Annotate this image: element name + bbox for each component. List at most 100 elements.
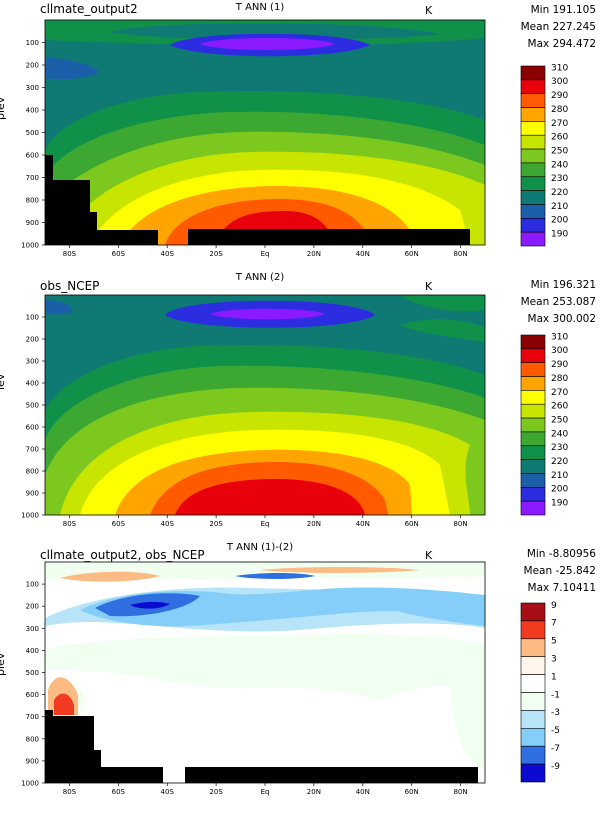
x-tick-label: 60N <box>405 250 419 258</box>
colorbar-swatch <box>520 417 546 433</box>
colorbar-swatch <box>520 656 546 675</box>
colorbar-swatch <box>520 162 546 178</box>
stat-min: Min 196.321 <box>530 279 596 291</box>
colorbar-label: 190 <box>551 230 568 240</box>
band-230-side <box>400 319 485 342</box>
y-tick-label: 300 <box>26 358 39 366</box>
band-minus5-side <box>380 603 485 626</box>
colorbar-swatch <box>520 728 546 747</box>
colorbar-label: 250 <box>551 146 568 156</box>
colorbar-swatch <box>520 376 546 391</box>
colorbar-swatch <box>520 459 546 474</box>
colorbar-label: 220 <box>551 188 568 198</box>
x-tick-label: 20N <box>307 788 321 796</box>
colorbar-label: 280 <box>551 374 568 384</box>
colorbar-label: 240 <box>551 160 568 170</box>
x-tick-label: 20N <box>307 250 321 258</box>
colorbar-label: 290 <box>551 91 568 101</box>
y-tick-label: 300 <box>26 84 39 92</box>
colorbar-swatch <box>520 176 546 191</box>
colorbar-swatch <box>520 710 546 729</box>
colorbar-label: -7 <box>551 744 560 754</box>
panel-title: obs_NCEP <box>40 279 100 293</box>
x-tick-label: 60S <box>112 520 126 528</box>
x-tick-label: 80S <box>63 250 77 258</box>
band-minus9 <box>130 601 170 609</box>
stat-min: Min -8.80956 <box>526 548 596 560</box>
y-tick-label: 600 <box>26 152 39 160</box>
colorbar-label: 310 <box>551 332 568 342</box>
colorbar-swatch <box>520 403 546 419</box>
colorbar-swatch <box>520 231 546 247</box>
colorbar-label: 190 <box>551 499 568 509</box>
x-tick-label: 80S <box>63 788 77 796</box>
colorbar-label: 300 <box>551 77 568 87</box>
colorbar-swatch <box>520 334 546 350</box>
colorbar-label: 250 <box>551 415 568 425</box>
stat-max: Max 294.472 <box>527 38 596 50</box>
y-tick-label: 700 <box>26 174 39 182</box>
colorbar-swatch <box>520 65 546 81</box>
colorbar: 310 300 290 280 270 260 250 240 230 220 210 200 190 <box>520 63 568 247</box>
band-220-top <box>110 23 440 40</box>
band-minus7-top <box>235 573 315 579</box>
colorbar-label: 9 <box>551 601 557 611</box>
x-tick-label: 20S <box>209 788 223 796</box>
x-tick-label: 60N <box>405 520 419 528</box>
colorbar-swatch <box>520 148 546 164</box>
y-tick-label: 200 <box>26 336 39 344</box>
x-tick-label: 40S <box>161 250 175 258</box>
colorbar-swatch <box>520 473 546 488</box>
units-label: K <box>425 4 433 17</box>
y-tick-label: 400 <box>26 380 39 388</box>
y-tick-label: 100 <box>26 581 39 589</box>
y-tick-label: 500 <box>26 402 39 410</box>
y-tick-label: 100 <box>26 39 39 47</box>
colorbar-swatch <box>520 763 546 783</box>
colorbar-label: 220 <box>551 457 568 467</box>
colorbar-swatch <box>520 638 546 658</box>
colorbar-swatch <box>520 692 546 711</box>
chart-title: T ANN (2) <box>235 272 285 283</box>
y-tick-label: 1000 <box>21 242 39 250</box>
chart-title: T ANN (1)-(2) <box>226 542 294 553</box>
x-tick-label: 20S <box>209 520 223 528</box>
colorbar-label: 210 <box>551 471 568 481</box>
contour-field <box>45 562 485 783</box>
band-190 <box>200 38 335 50</box>
colorbar-label: 1 <box>551 672 557 682</box>
x-tick-label: 40N <box>356 788 370 796</box>
x-tick-label: 60S <box>112 250 126 258</box>
panel-obs: obs_NCEP T ANN (2) K Min 196.321 Mean 25… <box>0 270 606 540</box>
topography-mask <box>185 767 478 783</box>
y-tick-label: 400 <box>26 647 39 655</box>
stat-min: Min 191.105 <box>530 4 596 16</box>
x-tick-label: 60N <box>405 788 419 796</box>
y-tick-label: 200 <box>26 603 39 611</box>
y-tick-label: 700 <box>26 713 39 721</box>
axes: 80S 60S 40S 20S Eq 20N 40N 60N 80N 100 200 300 400 50… <box>21 581 467 796</box>
colorbar-swatch <box>520 445 546 460</box>
y-tick-label: 800 <box>26 468 39 476</box>
panel-diff: cllmate_output2, obs_NCEP T ANN (1)-(2) … <box>0 540 606 814</box>
units-label: K <box>425 549 433 562</box>
x-tick-label: 40S <box>161 788 175 796</box>
colorbar-swatch <box>520 121 546 136</box>
colorbar-swatch <box>520 79 546 94</box>
colorbar-swatch <box>520 362 546 377</box>
stat-max: Max 7.10411 <box>527 582 596 594</box>
topography-mask <box>45 710 163 783</box>
topography-mask <box>188 229 470 245</box>
colorbar-label: 7 <box>551 619 557 629</box>
x-tick-label: 60S <box>112 788 126 796</box>
panel-title: cllmate_output2 <box>40 2 138 16</box>
axes: 80S 60S 40S 20S Eq 20N 40N 60N 80N 100 200 300 400 50… <box>21 314 467 529</box>
y-tick-label: 900 <box>26 490 39 498</box>
x-tick-label: Eq <box>261 250 270 258</box>
colorbar-swatch <box>520 93 546 108</box>
y-tick-label: 1000 <box>21 780 39 788</box>
stats-box: Min 191.105 Mean 227.245 Max 294.472 <box>521 2 596 53</box>
y-tick-label: 900 <box>26 219 39 227</box>
x-tick-label: 80N <box>453 520 467 528</box>
contour-field <box>45 20 485 245</box>
